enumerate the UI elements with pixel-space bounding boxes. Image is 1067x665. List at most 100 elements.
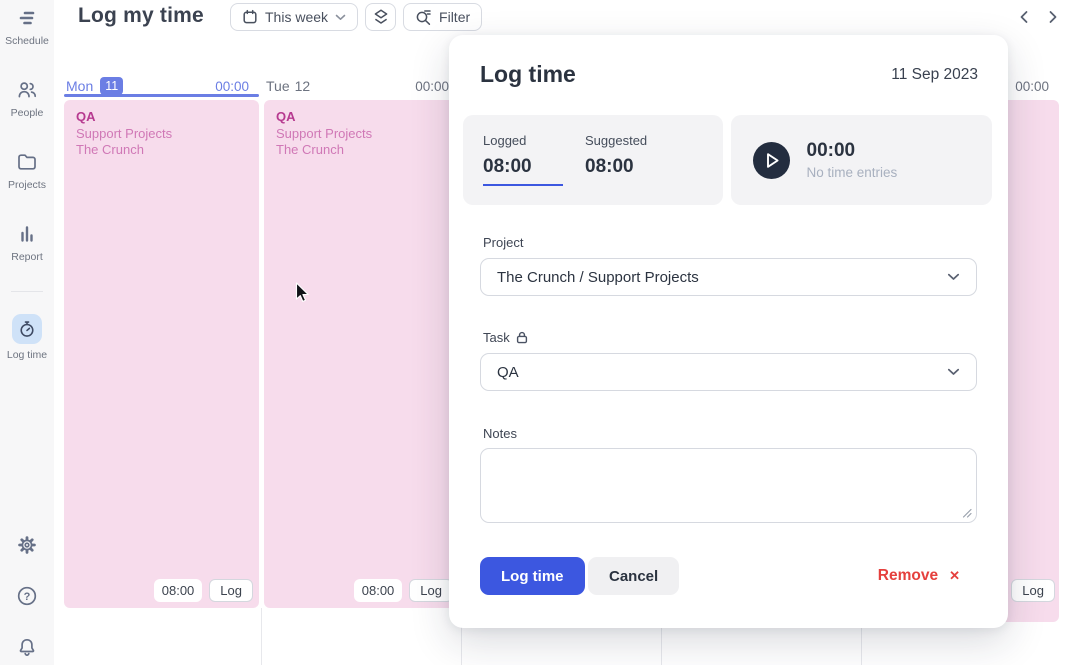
week-navigation	[1016, 8, 1061, 26]
sidebar-item-people[interactable]: People	[0, 78, 54, 119]
column-header[interactable]: Tue 12 00:00	[266, 77, 449, 95]
task-select[interactable]: QA	[480, 353, 977, 391]
submit-log-time-button[interactable]: Log time	[480, 557, 585, 595]
suggested-time-value: 08:00	[585, 156, 634, 177]
schedule-icon	[19, 11, 35, 25]
play-icon	[766, 152, 779, 168]
filter-label: Filter	[439, 9, 471, 25]
column-start-time: 00:00	[415, 78, 449, 94]
cancel-button[interactable]: Cancel	[588, 557, 680, 595]
date-label: 12	[294, 78, 311, 94]
help-icon: ?	[17, 586, 37, 606]
active-item-highlight	[12, 314, 42, 344]
sidebar: Schedule People Projects	[0, 0, 54, 665]
sidebar-item-log-time[interactable]: Log time	[0, 314, 54, 361]
column-divider	[261, 608, 262, 665]
filter-button[interactable]: Filter	[403, 3, 483, 31]
chevron-down-icon	[335, 14, 346, 20]
chevron-down-icon	[947, 273, 960, 280]
start-timer-button[interactable]	[752, 141, 790, 179]
logged-time-chip[interactable]: 08:00	[153, 579, 203, 602]
submit-button-label: Log time	[501, 567, 564, 585]
log-button[interactable]: Log	[1011, 579, 1055, 602]
block-footer: 08:00 Log	[153, 579, 253, 602]
event-task: QA	[276, 109, 296, 124]
logged-label: Logged	[483, 133, 527, 148]
event-task: QA	[76, 109, 96, 124]
notes-textarea[interactable]	[480, 448, 977, 523]
project-field-label: Project	[483, 235, 523, 250]
column-start-time: 00:00	[1015, 78, 1049, 94]
column-header[interactable]: Mon 11 00:00	[66, 77, 249, 95]
summary-panels: Logged 08:00 Suggested 08:00 00:00 No ti…	[463, 115, 992, 205]
gear-icon	[18, 536, 36, 554]
block-footer: 08:00 Log	[353, 579, 453, 602]
time-entry-block[interactable]: QA Support Projects The Crunch 08:00 Log	[264, 100, 459, 608]
day-label: Mon	[66, 78, 94, 94]
modal-title: Log time	[480, 61, 576, 87]
log-button[interactable]: Log	[409, 579, 453, 602]
task-label-text: Task	[483, 330, 510, 345]
lock-icon	[516, 331, 527, 344]
remove-button[interactable]: Remove ✕	[878, 565, 960, 587]
time-entry-block[interactable]: QA Support Projects The Crunch 08:00 Log	[64, 100, 259, 608]
folder-icon	[18, 154, 36, 170]
settings-button[interactable]	[15, 533, 39, 557]
bar-chart-icon	[21, 226, 33, 242]
sidebar-item-projects[interactable]: Projects	[0, 150, 54, 191]
chevron-left-icon	[1020, 11, 1028, 23]
calendar-column-tue: Tue 12 00:00 QA Support Projects The Cru…	[264, 70, 459, 665]
day-label: Tue	[266, 78, 290, 94]
task-field-label: Task	[483, 330, 528, 345]
timer-panel: 00:00 No time entries	[730, 115, 992, 205]
sidebar-divider	[11, 291, 43, 292]
sidebar-item-label: Log time	[6, 349, 48, 361]
layers-view-button[interactable]	[365, 3, 397, 31]
chevron-right-icon	[1049, 11, 1057, 23]
topbar-controls: This week	[230, 3, 483, 31]
log-button[interactable]: Log	[209, 579, 253, 602]
bell-icon	[19, 638, 35, 656]
project-select-value: The Crunch / Support Projects	[497, 268, 699, 286]
date-badge: 11	[100, 77, 124, 95]
previous-week-button[interactable]	[1016, 8, 1032, 26]
column-divider	[461, 608, 462, 665]
project-select[interactable]: The Crunch / Support Projects	[480, 258, 977, 296]
event-project: Support Projects	[76, 126, 173, 141]
calendar-icon	[243, 9, 257, 24]
logged-time-input[interactable]: 08:00	[483, 156, 563, 186]
sidebar-item-report[interactable]: Report	[0, 222, 54, 263]
project-label-text: Project	[483, 235, 524, 250]
selected-day-underline	[64, 94, 259, 97]
people-icon	[18, 82, 37, 98]
layers-icon	[374, 9, 387, 24]
help-button[interactable]: ?	[15, 584, 39, 608]
remove-x-icon: ✕	[949, 568, 960, 583]
notes-field-label: Notes	[483, 426, 517, 441]
svg-text:?: ?	[24, 591, 31, 603]
column-divider	[861, 608, 862, 665]
sidebar-item-label: People	[10, 107, 44, 119]
notifications-button[interactable]	[15, 635, 39, 659]
stopwatch-icon	[20, 321, 34, 337]
timer-value: 00:00	[806, 140, 856, 161]
column-header[interactable]: 00:00	[866, 77, 1049, 95]
column-divider	[661, 608, 662, 665]
next-week-button[interactable]	[1045, 8, 1061, 26]
modal-date: 11 Sep 2023	[891, 66, 978, 83]
event-project: Support Projects	[276, 126, 373, 141]
topbar: Log my time This week	[54, 0, 1067, 34]
chevron-down-icon	[947, 368, 960, 375]
task-select-value: QA	[497, 363, 519, 381]
sidebar-item-schedule[interactable]: Schedule	[0, 6, 54, 47]
timer-subtitle: No time entries	[806, 165, 898, 180]
page-title: Log my time	[78, 4, 204, 27]
logged-column: Logged 08:00	[483, 133, 585, 205]
week-selector-button[interactable]: This week	[230, 3, 359, 31]
sidebar-item-label: Projects	[8, 179, 46, 191]
cancel-button-label: Cancel	[609, 567, 659, 585]
calendar-column-mon: Mon 11 00:00 QA Support Projects The Cru…	[64, 70, 259, 665]
filter-search-icon	[416, 9, 431, 25]
suggested-label: Suggested	[585, 133, 648, 148]
logged-time-chip[interactable]: 08:00	[353, 579, 403, 602]
